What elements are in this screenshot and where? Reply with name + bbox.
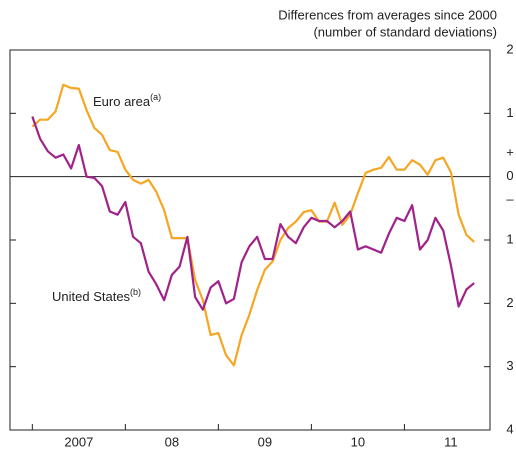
sign-label: + (506, 144, 514, 159)
y-tick-label: 4 (506, 421, 513, 436)
y-tick-label: 1 (506, 231, 513, 246)
series-label: United States(b) (52, 287, 141, 304)
series-label: Euro area(a) (93, 92, 161, 109)
series-name: United States (52, 289, 131, 304)
y-tick-label: 2 (506, 295, 513, 310)
series-line (31, 116, 475, 311)
x-tick-label: 09 (258, 434, 272, 449)
y-tick-label: 0 (506, 168, 513, 183)
subtitle: (number of standard deviations) (313, 24, 497, 39)
sign-label: – (506, 191, 514, 206)
y-tick-label: 1 (506, 105, 513, 120)
series-note: (a) (150, 92, 161, 102)
y-tick-label: 2 (506, 41, 513, 56)
series-note: (b) (130, 287, 141, 297)
x-tick-label: 10 (351, 434, 365, 449)
subtitle: Differences from averages since 2000 (278, 7, 497, 22)
y-tick-label: 3 (506, 358, 513, 373)
x-tick-label: 08 (165, 434, 179, 449)
series-name: Euro area (93, 94, 151, 109)
x-tick-label: 2007 (64, 434, 93, 449)
series-line (31, 83, 475, 367)
x-tick-label: 11 (444, 434, 458, 449)
